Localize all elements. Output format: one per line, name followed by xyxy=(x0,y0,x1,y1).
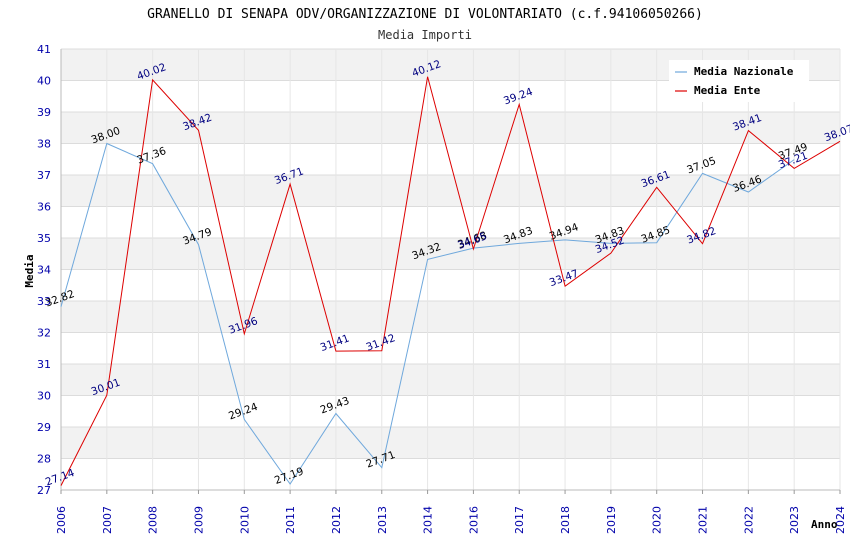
x-axis-ticks: 2006 2007 2008 2009 2010 2011 2012 2013 2014 2016… xyxy=(55,490,847,534)
x-tick-label: 2018 xyxy=(559,506,572,534)
grid-bands xyxy=(61,49,840,459)
x-tick-label: 2012 xyxy=(330,506,343,534)
series-lines xyxy=(60,76,841,486)
grid-band xyxy=(61,175,840,207)
y-tick-label: 36 xyxy=(37,201,51,214)
x-tick-label: 2011 xyxy=(284,506,297,534)
x-tick-label: 2008 xyxy=(147,506,160,534)
legend-label-media-ente: Media Ente xyxy=(694,84,761,97)
grid-band xyxy=(61,364,840,396)
grid-band xyxy=(61,301,840,333)
y-tick-label: 37 xyxy=(37,169,51,182)
y-tick-label: 40 xyxy=(37,75,51,88)
chart-subtitle: Media Importi xyxy=(378,28,472,42)
x-tick-label: 2016 xyxy=(467,506,480,534)
x-tick-label: 2020 xyxy=(651,506,664,534)
x-tick-label: 2024 xyxy=(834,506,847,534)
data-label: 27.14 xyxy=(44,467,77,489)
y-axis-ticks: 27 28 29 30 31 32 33 34 35 36 37 38 39 40 41 xyxy=(37,43,51,497)
x-tick-label: 2021 xyxy=(697,506,710,534)
x-axis-label: Anno xyxy=(811,518,838,531)
y-tick-label: 32 xyxy=(37,327,51,340)
x-tick-label: 2007 xyxy=(101,506,114,534)
y-tick-label: 27 xyxy=(37,484,51,497)
x-tick-label: 2014 xyxy=(422,506,435,534)
x-tick-label: 2006 xyxy=(55,506,68,534)
grid-band xyxy=(61,427,840,459)
y-tick-label: 38 xyxy=(37,138,51,151)
chart-title: GRANELLO DI SENAPA ODV/ORGANIZZAZIONE DI… xyxy=(147,7,703,22)
y-tick-label: 29 xyxy=(37,421,51,434)
data-label: 39.24 xyxy=(502,86,535,108)
legend-box xyxy=(669,60,809,102)
x-tick-label: 2017 xyxy=(513,506,526,534)
series-line-media-nazionale xyxy=(60,142,795,485)
y-tick-label: 39 xyxy=(37,106,51,119)
y-tick-label: 35 xyxy=(37,232,51,245)
data-label: 33.47 xyxy=(548,268,580,290)
y-tick-label: 41 xyxy=(37,43,51,56)
y-tick-label: 31 xyxy=(37,358,51,371)
data-label: 27.19 xyxy=(273,465,305,487)
series-line-media-ente xyxy=(60,76,841,486)
grid-band xyxy=(61,112,840,144)
legend-label-media-nazionale: Media Nazionale xyxy=(694,65,794,78)
grid-lines xyxy=(60,48,841,491)
y-axis-label: Media xyxy=(23,254,36,287)
x-tick-label: 2013 xyxy=(376,506,389,534)
x-tick-label: 2010 xyxy=(238,506,251,534)
y-tick-label: 28 xyxy=(37,453,51,466)
x-tick-label: 2019 xyxy=(605,506,618,534)
x-tick-label: 2009 xyxy=(192,506,205,534)
x-tick-label: 2023 xyxy=(788,506,801,534)
y-tick-label: 33 xyxy=(37,295,51,308)
data-label: 29.43 xyxy=(319,395,351,417)
data-label: 37.05 xyxy=(685,155,717,177)
data-label: 29.24 xyxy=(227,401,260,423)
y-tick-label: 34 xyxy=(37,264,51,277)
y-tick-label: 30 xyxy=(37,390,51,403)
legend: Media Nazionale Media Ente xyxy=(669,60,809,102)
x-tick-label: 2022 xyxy=(742,506,755,534)
